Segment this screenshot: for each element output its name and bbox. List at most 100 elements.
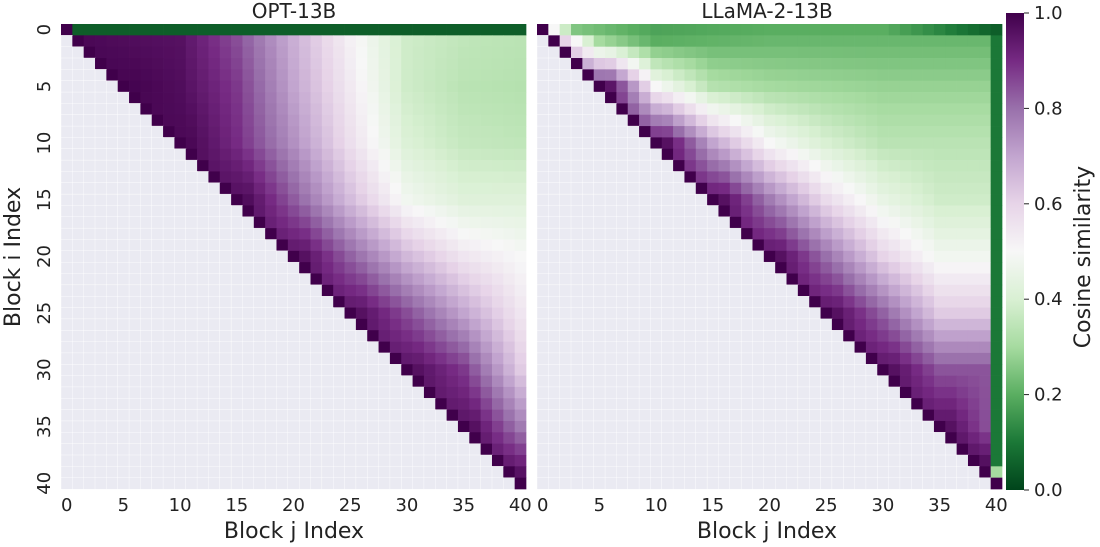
heatmap-cell bbox=[820, 284, 833, 297]
masked-cell bbox=[616, 227, 629, 241]
heatmap-cell bbox=[831, 114, 844, 127]
masked-cell bbox=[128, 386, 141, 399]
heatmap-cell bbox=[503, 432, 516, 444]
heatmap-cell bbox=[661, 69, 674, 82]
heatmap-cell bbox=[922, 160, 935, 172]
masked-cell bbox=[684, 454, 697, 467]
heatmap-cell bbox=[775, 46, 787, 59]
masked-cell bbox=[60, 375, 73, 388]
heatmap-cell bbox=[797, 262, 810, 274]
heatmap-cell bbox=[752, 69, 765, 82]
heatmap-cell bbox=[276, 58, 289, 70]
heatmap-cell bbox=[299, 137, 311, 150]
masked-cell bbox=[888, 386, 901, 399]
heatmap-cell bbox=[321, 80, 334, 93]
heatmap-cell bbox=[412, 284, 425, 297]
masked-cell bbox=[604, 466, 617, 479]
heatmap-cell bbox=[333, 69, 345, 82]
masked-cell bbox=[752, 284, 765, 297]
heatmap-cell bbox=[355, 284, 368, 297]
heatmap-cell bbox=[310, 228, 323, 240]
masked-cell bbox=[638, 318, 651, 331]
masked-cell bbox=[140, 261, 153, 275]
masked-cell bbox=[809, 307, 822, 320]
masked-cell bbox=[128, 307, 141, 320]
masked-cell bbox=[616, 432, 629, 445]
heatmap-cell bbox=[469, 35, 481, 48]
masked-cell bbox=[650, 193, 663, 207]
masked-cell bbox=[60, 80, 73, 93]
heatmap-cell bbox=[423, 182, 436, 195]
heatmap-cell bbox=[605, 69, 617, 82]
heatmap-cell bbox=[605, 80, 617, 93]
masked-cell bbox=[208, 352, 221, 365]
heatmap-cell bbox=[718, 205, 731, 218]
heatmap-cell bbox=[321, 182, 334, 195]
heatmap-cell bbox=[469, 103, 481, 116]
heatmap-cell bbox=[945, 171, 957, 184]
heatmap-cell bbox=[435, 24, 447, 36]
heatmap-cell bbox=[673, 24, 685, 36]
heatmap-cell bbox=[503, 92, 516, 104]
masked-cell bbox=[151, 318, 164, 331]
masked-cell bbox=[820, 398, 833, 411]
heatmap-cell bbox=[401, 364, 413, 376]
heatmap-cell bbox=[333, 148, 345, 161]
heatmap-cell bbox=[242, 194, 255, 206]
heatmap-cell bbox=[469, 24, 481, 36]
x-tick-labels: 0 5 10 15 20 25 30 35 40 bbox=[537, 495, 1008, 516]
heatmap-cell bbox=[741, 171, 753, 184]
masked-cell bbox=[72, 443, 85, 456]
masked-cell bbox=[548, 454, 561, 467]
heatmap-cell bbox=[378, 239, 391, 252]
masked-cell bbox=[230, 341, 244, 354]
heatmap-cell bbox=[378, 284, 391, 297]
heatmap-cell bbox=[389, 239, 402, 252]
heatmap-cell bbox=[684, 69, 697, 82]
heatmap-cell bbox=[990, 318, 1003, 331]
masked-cell bbox=[230, 273, 244, 286]
heatmap-cell bbox=[299, 35, 311, 48]
heatmap-cell bbox=[514, 148, 527, 161]
masked-cell bbox=[264, 273, 278, 286]
masked-cell bbox=[933, 443, 946, 456]
heatmap-cell bbox=[253, 148, 266, 161]
heatmap-cell bbox=[888, 205, 901, 218]
masked-cell bbox=[230, 409, 244, 422]
heatmap-cell bbox=[208, 171, 221, 184]
heatmap-cell bbox=[446, 409, 459, 422]
masked-cell bbox=[740, 239, 754, 252]
masked-cell bbox=[582, 443, 595, 456]
masked-cell bbox=[650, 284, 663, 297]
masked-cell bbox=[117, 364, 130, 377]
masked-cell bbox=[174, 330, 187, 343]
masked-cell bbox=[672, 273, 685, 286]
heatmap-cell bbox=[231, 114, 243, 127]
heatmap-cell bbox=[956, 443, 969, 456]
masked-cell bbox=[559, 250, 572, 263]
heatmap-cell bbox=[457, 307, 470, 320]
heatmap-cell bbox=[287, 58, 300, 70]
masked-cell bbox=[60, 193, 73, 207]
heatmap-cell bbox=[503, 284, 516, 297]
masked-cell bbox=[548, 193, 561, 207]
heatmap-cell bbox=[854, 58, 867, 70]
heatmap-cell bbox=[809, 35, 821, 48]
masked-cell bbox=[616, 273, 629, 286]
masked-cell bbox=[401, 386, 414, 399]
heatmap-cell bbox=[752, 126, 765, 138]
heatmap-cell bbox=[469, 420, 481, 433]
heatmap-cell bbox=[163, 24, 175, 36]
heatmap-cell bbox=[423, 114, 436, 127]
heatmap-cell bbox=[514, 228, 527, 240]
masked-cell bbox=[287, 432, 300, 445]
heatmap-cell bbox=[480, 432, 493, 444]
heatmap-cell bbox=[616, 92, 629, 104]
heatmap-cell bbox=[945, 24, 957, 36]
heatmap-cell bbox=[197, 114, 209, 127]
heatmap-cell bbox=[650, 103, 663, 116]
masked-cell bbox=[718, 466, 731, 479]
heatmap-cell bbox=[843, 284, 855, 297]
masked-cell bbox=[230, 364, 244, 377]
masked-cell bbox=[310, 341, 323, 354]
